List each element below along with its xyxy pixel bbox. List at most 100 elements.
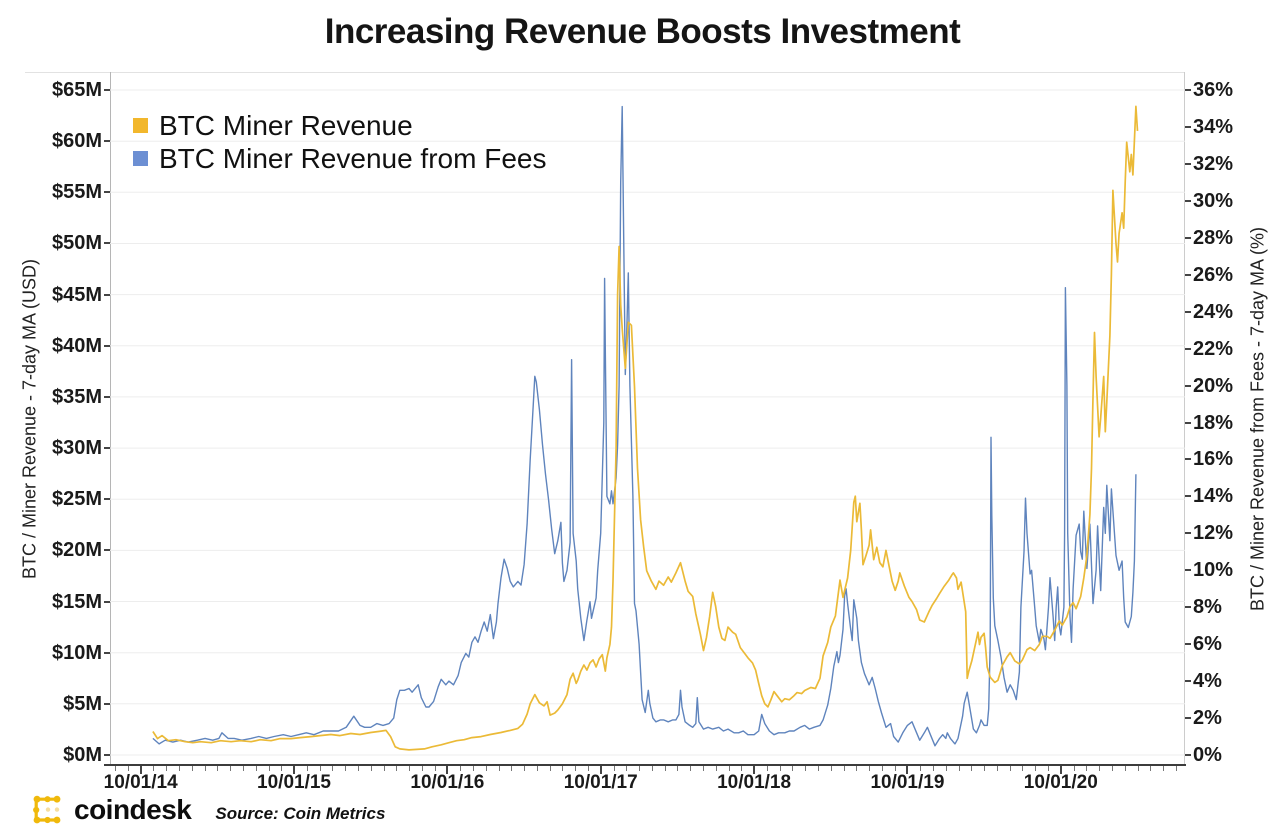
x-minor-tick-mark	[971, 766, 973, 771]
y-left-tick-label: $40M	[51, 334, 102, 357]
y-left-tick-mark	[104, 293, 110, 296]
y-right-tick-label: 34%	[1193, 115, 1234, 138]
y-right-tick-mark	[1185, 273, 1191, 276]
x-minor-tick-mark	[894, 766, 896, 771]
y-right-tick-label: 26%	[1193, 263, 1234, 286]
y-right-tick-mark	[1185, 754, 1191, 756]
x-minor-tick-mark	[562, 766, 564, 771]
y-right-tick-label: 22%	[1193, 337, 1234, 360]
y-left-tick-label: $65M	[51, 79, 102, 101]
x-minor-tick-mark	[319, 766, 321, 771]
x-axis-tick-label: 10/01/17	[563, 772, 638, 793]
source-credit: Source: Coin Metrics	[215, 803, 386, 823]
x-minor-tick-mark	[1073, 766, 1075, 771]
x-minor-tick-mark	[613, 766, 615, 771]
x-minor-tick-mark	[779, 766, 781, 771]
x-minor-tick-mark	[242, 766, 244, 771]
x-minor-tick-mark	[1163, 766, 1164, 771]
x-minor-tick-mark	[1124, 766, 1126, 771]
y-right-tick-label: 14%	[1193, 485, 1234, 508]
x-minor-tick-mark	[217, 766, 219, 771]
x-minor-tick-mark	[1175, 766, 1177, 771]
y-left-tick-mark	[104, 447, 110, 450]
x-minor-tick-mark	[703, 766, 704, 771]
x-minor-tick-mark	[396, 766, 398, 771]
y-right-tick-mark	[1185, 717, 1191, 720]
y-left-tick-label: $5M	[63, 692, 102, 715]
x-minor-tick-mark	[409, 766, 410, 771]
y-left-tick-mark	[104, 600, 110, 603]
y-right-tick-mark	[1185, 384, 1191, 387]
x-major-tick-mark	[906, 766, 909, 774]
x-minor-tick-mark	[856, 766, 858, 771]
x-minor-tick-mark	[1009, 766, 1011, 771]
x-minor-tick-mark	[920, 766, 922, 771]
x-minor-tick-mark	[370, 766, 372, 771]
x-minor-tick-mark	[958, 766, 960, 771]
x-minor-tick-mark	[1150, 766, 1152, 771]
x-major-tick-mark	[1059, 766, 1062, 774]
x-minor-tick-mark	[179, 766, 180, 771]
x-minor-tick-mark	[1022, 766, 1024, 771]
x-minor-tick-mark	[1086, 766, 1088, 771]
y-right-tick-label: 28%	[1193, 226, 1234, 249]
x-axis-tick-label: 10/01/16	[410, 772, 485, 793]
y-left-tick-label: $55M	[51, 181, 102, 204]
x-minor-tick-mark	[332, 766, 334, 771]
legend-swatch-yellow	[133, 118, 148, 133]
y-right-tick-mark	[1185, 310, 1191, 313]
x-minor-tick-mark	[255, 766, 257, 771]
x-minor-tick-mark	[434, 766, 436, 771]
x-axis-line	[104, 764, 1186, 766]
y-left-tick-mark	[104, 344, 110, 347]
x-minor-tick-mark	[166, 766, 168, 771]
y-axis-left-title: BTC / Miner Revenue - 7-day MA (USD)	[19, 258, 40, 580]
y-right-tick-label: 2%	[1193, 707, 1222, 730]
x-minor-tick-mark	[1099, 766, 1101, 771]
y-right-tick-mark	[1185, 162, 1191, 165]
y-right-tick-mark	[1185, 89, 1191, 91]
y-left-tick-label: $25M	[51, 488, 102, 511]
x-minor-tick-mark	[345, 766, 347, 771]
x-minor-tick-mark	[230, 766, 232, 771]
y-right-tick-label: 30%	[1193, 189, 1234, 212]
y-left-tick-label: $30M	[51, 437, 102, 460]
y-right-tick-mark	[1185, 125, 1191, 128]
x-minor-tick-mark	[127, 766, 129, 771]
y-left-tick-mark	[104, 754, 110, 756]
y-left-tick-label: $20M	[51, 539, 102, 562]
y-right-tick-label: 12%	[1193, 522, 1234, 545]
x-minor-tick-mark	[818, 766, 819, 771]
x-minor-tick-mark	[357, 766, 359, 771]
y-right-tick-mark	[1185, 199, 1191, 202]
x-minor-tick-mark	[996, 766, 998, 771]
x-minor-tick-mark	[549, 766, 551, 771]
x-minor-tick-mark	[1137, 766, 1139, 771]
fees-percent-line	[152, 105, 1137, 747]
x-minor-tick-mark	[741, 766, 743, 771]
x-minor-tick-mark	[766, 766, 768, 771]
legend-item-btc-miner-revenue: BTC Miner Revenue	[133, 109, 546, 142]
y-axis-left-spine	[110, 72, 111, 765]
x-minor-tick-mark	[792, 766, 794, 771]
x-minor-tick-mark	[306, 766, 308, 771]
y-left-tick-label: $0M	[63, 744, 102, 766]
legend: BTC Miner Revenue BTC Miner Revenue from…	[133, 109, 546, 175]
y-left-tick-mark	[104, 191, 110, 194]
x-minor-tick-mark	[524, 766, 525, 771]
x-major-tick-mark	[139, 766, 142, 774]
x-minor-tick-mark	[472, 766, 474, 771]
x-minor-tick-mark	[805, 766, 807, 771]
y-left-tick-mark	[104, 242, 110, 245]
y-left-tick-label: $35M	[51, 385, 102, 408]
y-right-tick-mark	[1185, 495, 1191, 498]
x-minor-tick-mark	[575, 766, 577, 771]
coindesk-logotype: coindesk	[74, 794, 192, 825]
y-right-tick-mark	[1185, 236, 1191, 239]
x-minor-tick-mark	[869, 766, 871, 771]
y-left-tick-label: $15M	[51, 590, 102, 613]
x-minor-tick-mark	[677, 766, 679, 771]
y-left-tick-mark	[104, 702, 110, 705]
x-minor-tick-mark	[587, 766, 589, 771]
